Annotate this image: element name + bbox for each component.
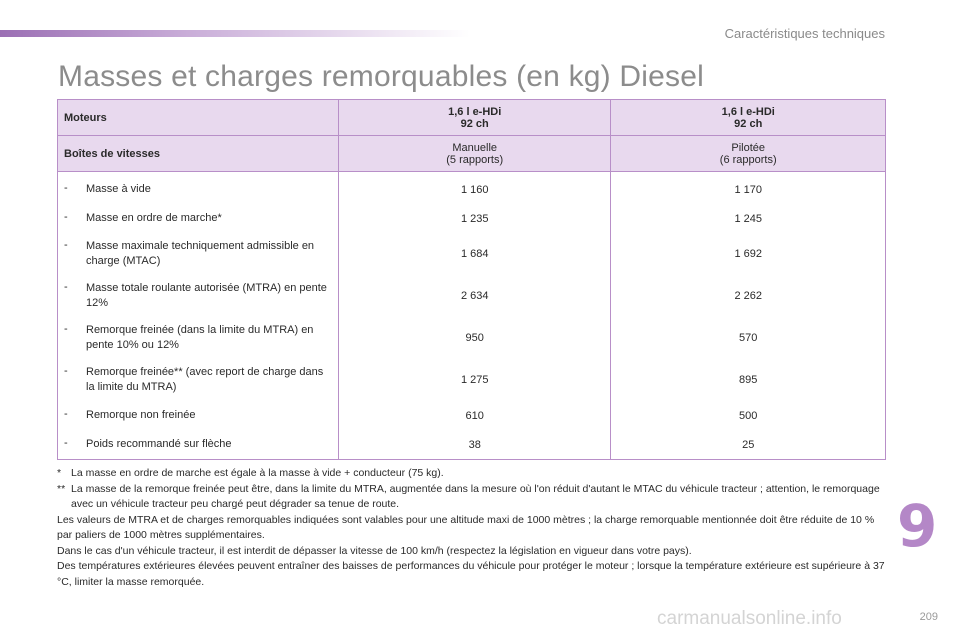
footnote-mark: ** (57, 482, 66, 495)
note-paragraph: Des températures extérieures élevées peu… (57, 560, 885, 588)
row-label: Masse à vide (86, 183, 151, 195)
footnote-text: La masse en ordre de marche est égale à … (71, 467, 444, 479)
engine-cell: 1,6 l e-HDi 92 ch (337, 99, 612, 136)
table-row: - Remorque freinée (dans la limite du MTR… (57, 317, 886, 359)
table-row: - Masse totale roulante autorisée (MTRA) … (57, 275, 886, 317)
row-dash: - (64, 239, 68, 251)
row-label: Remorque non freinée (86, 409, 196, 421)
engines-label: Moteurs (57, 99, 339, 136)
engines-row: Moteurs 1,6 l e-HDi 92 ch 1,6 l e-HDi 92… (57, 99, 886, 136)
gearbox-detail: (6 rapports) (719, 153, 777, 166)
page-title: Masses et charges remorquables (en kg) D… (58, 60, 704, 93)
row-label: Masse totale roulante autorisée (MTRA) e… (86, 282, 327, 309)
engine-power: 92 ch (734, 117, 763, 130)
table-row: - Remorque freinée** (avec report de char… (57, 359, 886, 401)
engine-cell: 1,6 l e-HDi 92 ch (610, 99, 886, 136)
header-accent-bar (0, 30, 470, 37)
row-dash: - (64, 182, 68, 194)
note-paragraph: Les valeurs de MTRA et de charges remorq… (57, 513, 875, 542)
engine-name: 1,6 l e-HDi (721, 105, 775, 118)
watermark: carmanualsonline.info (657, 608, 842, 629)
row-label: Masse maximale techniquement admissible … (86, 240, 315, 267)
footnotes: * La masse en ordre de marche est égale … (57, 466, 887, 590)
table-row: - Masse maximale techniquement admissible… (57, 233, 886, 275)
row-value: 570 (610, 317, 886, 359)
row-dash: - (64, 281, 68, 293)
gearbox-cell: Pilotée (6 rapports) (610, 135, 886, 172)
gearbox-detail: (5 rapports) (446, 153, 504, 166)
row-value: 1 245 (610, 204, 886, 233)
weights-table: Moteurs 1,6 l e-HDi 92 ch 1,6 l e-HDi 92… (57, 99, 886, 460)
row-value: 1 684 (337, 233, 612, 275)
page-number: 209 (919, 611, 938, 623)
gearbox-type: Pilotée (731, 141, 766, 154)
row-label: Poids recommandé sur flèche (86, 438, 232, 450)
row-label: Masse en ordre de marche* (86, 212, 222, 224)
row-value: 1 692 (610, 233, 886, 275)
row-value: 1 160 (337, 171, 612, 204)
row-dash: - (64, 323, 68, 335)
engine-power: 92 ch (460, 117, 489, 130)
gearbox-label: Boîtes de vitesses (57, 135, 339, 172)
row-value: 1 235 (337, 204, 612, 233)
row-value: 895 (610, 359, 886, 401)
row-value: 950 (337, 317, 612, 359)
section-title: Caractéristiques techniques (724, 26, 885, 41)
table-row: - Masse en ordre de marche* 1 235 1 245 (57, 204, 886, 233)
footnote: ** La masse de la remorque freinée peut … (57, 482, 887, 513)
row-value: 1 275 (337, 359, 612, 401)
footnote-mark: * (57, 467, 62, 479)
row-value: 610 (337, 401, 612, 430)
table-row: - Masse à vide 1 160 1 170 (57, 171, 886, 204)
gearbox-row: Boîtes de vitesses Manuelle (5 rapports)… (57, 135, 886, 172)
row-value: 2 634 (337, 275, 612, 317)
row-value: 500 (610, 401, 886, 430)
row-label: Remorque freinée** (avec report de charg… (86, 366, 324, 393)
row-value: 38 (337, 430, 612, 460)
row-dash: - (64, 408, 68, 420)
row-dash: - (64, 437, 68, 449)
gearbox-type: Manuelle (452, 141, 498, 154)
row-value: 25 (610, 430, 886, 460)
row-label: Remorque freinée (dans la limite du MTRA… (86, 324, 314, 351)
engine-name: 1,6 l e-HDi (448, 105, 502, 118)
chapter-number: 9 (897, 492, 938, 560)
footnote-text: La masse de la remorque freinée peut êtr… (71, 482, 880, 511)
footnote: * La masse en ordre de marche est égale … (57, 466, 887, 482)
table-row: - Remorque non freinée 610 500 (57, 401, 886, 430)
gearbox-cell: Manuelle (5 rapports) (337, 135, 612, 172)
note-paragraph: Dans le cas d'un véhicule tracteur, il e… (57, 544, 692, 557)
row-value: 1 170 (610, 171, 886, 204)
row-dash: - (64, 211, 68, 223)
row-dash: - (64, 365, 68, 377)
row-value: 2 262 (610, 275, 886, 317)
table-row: - Poids recommandé sur flèche 38 25 (57, 430, 886, 460)
